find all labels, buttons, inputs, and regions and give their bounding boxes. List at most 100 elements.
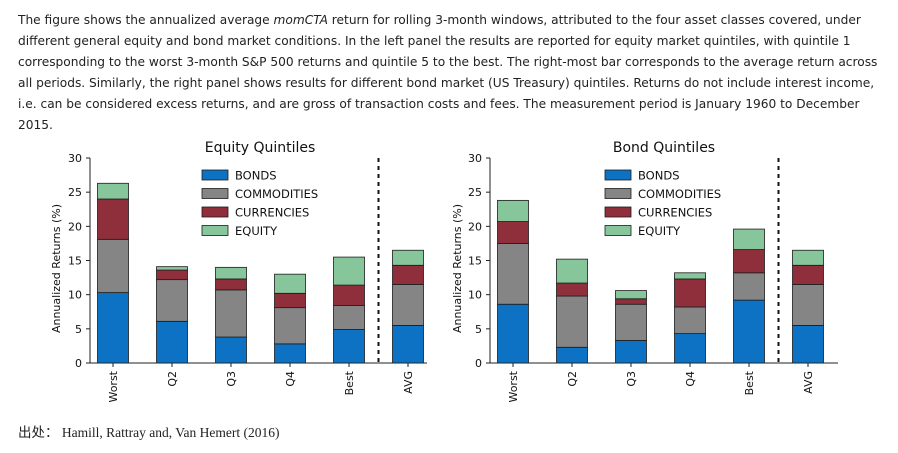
p1-bar-q3-commodities <box>215 289 247 338</box>
p2-bar-best-commodities <box>733 272 765 301</box>
caption-part-2: return for rolling 3-month windows, attr… <box>18 13 878 132</box>
p2-x-tick-label: Worst <box>507 370 520 402</box>
p1-legend-label-bonds: BONDS <box>235 169 277 183</box>
p1-x-tick-label: Best <box>343 370 356 395</box>
p1-y-tick-label: 5 <box>75 323 82 336</box>
p2-bar-q3-currencies <box>615 298 647 305</box>
p1-bar-q3-bonds <box>215 336 247 364</box>
p2-bar-best-bonds <box>733 299 765 364</box>
p1-bar-q4-equity <box>274 273 306 294</box>
p2-bar-q3-commodities <box>615 303 647 341</box>
p2-legend-label-bonds: BONDS <box>638 169 680 183</box>
source-citation: 出处： Hamill, Rattray and, Van Hemert (201… <box>18 425 280 440</box>
p2-y-tick-label: 25 <box>468 186 482 199</box>
p2-legend-label-currencies: CURRENCIES <box>638 206 712 220</box>
p1-y-tick-label: 15 <box>68 255 82 268</box>
p2-legend-label-commodities: COMMODITIES <box>638 187 721 201</box>
p2-y-tick-label: 0 <box>475 357 482 370</box>
p1-legend-swatch-commodities <box>201 188 229 199</box>
p1-y-tick-label: 0 <box>75 357 82 370</box>
p1-y-tick-label: 10 <box>68 289 82 302</box>
p2-legend-swatch-currencies <box>604 206 632 218</box>
p1-bar-q3-currencies <box>215 278 247 291</box>
p1-x-tick-label: Q2 <box>166 371 179 387</box>
p2-bar-worst-currencies <box>497 221 529 244</box>
p2-bar-q4-commodities <box>674 306 706 335</box>
p2-bar-q4-bonds <box>674 333 706 364</box>
p2-x-tick-label: Best <box>743 370 756 395</box>
p1-bar-worst-currencies <box>97 198 129 240</box>
p1-y-tick-label: 30 <box>68 152 82 165</box>
p1-y-tick-label: 20 <box>68 220 82 233</box>
p2-bar-q4-equity <box>674 272 706 280</box>
p1-bar-q2-bonds <box>156 320 188 364</box>
p1-bar-q4-currencies <box>274 292 306 309</box>
p2-y-tick-label: 30 <box>468 152 482 165</box>
p1-bar-q2-currencies <box>156 269 188 281</box>
p1-legend-label-commodities: COMMODITIES <box>235 187 318 201</box>
p2-legend-swatch-bonds <box>604 169 632 181</box>
p2-bar-avg-bonds <box>792 325 824 364</box>
p1-legend-swatch-equity <box>201 225 229 236</box>
p2-legend-label-equity: EQUITY <box>638 224 681 238</box>
p2-legend-swatch-commodities <box>604 188 632 199</box>
p2-bar-q2-commodities <box>556 295 588 348</box>
p1-bar-q4-commodities <box>274 307 306 345</box>
p1-bar-best-bonds <box>333 329 365 364</box>
p2-bar-worst-equity <box>497 199 529 222</box>
p2-chart-title: Bond Quintiles <box>613 140 715 156</box>
p2-x-tick-label: Q4 <box>684 371 697 387</box>
p1-legend-swatch-bonds <box>201 169 229 181</box>
p2-bar-worst-commodities <box>497 243 529 305</box>
p1-x-tick-label: Worst <box>107 370 120 402</box>
p1-bar-best-equity <box>333 256 365 286</box>
p1-bar-best-currencies <box>333 284 365 307</box>
p1-bar-q2-commodities <box>156 279 188 322</box>
p1-legend-label-currencies: CURRENCIES <box>235 206 309 220</box>
p1-bar-avg-currencies <box>392 264 424 285</box>
p2-x-tick-label: Q2 <box>566 371 579 387</box>
p2-bar-best-currencies <box>733 249 765 274</box>
p1-x-tick-label: Q3 <box>225 371 238 387</box>
p2-bar-worst-bonds <box>497 303 529 364</box>
p2-bar-q4-currencies <box>674 278 706 308</box>
p2-bar-q3-equity <box>615 290 647 300</box>
p2-x-tick-label: Q3 <box>625 371 638 387</box>
p2-y-tick-label: 20 <box>468 220 482 233</box>
p1-y-tick-label: 25 <box>68 186 82 199</box>
figure-caption: The figure shows the annualized average … <box>18 10 886 136</box>
p2-bar-q2-bonds <box>556 346 588 364</box>
p2-bar-avg-commodities <box>792 284 824 326</box>
p1-bar-worst-commodities <box>97 238 129 294</box>
p2-bar-q2-currencies <box>556 282 588 297</box>
p1-bar-q2-equity <box>156 266 188 271</box>
p1-bar-q3-equity <box>215 266 247 280</box>
p1-bar-avg-bonds <box>392 325 424 364</box>
p1-y-axis-label: Annualized Returns (%) <box>50 204 63 333</box>
p1-bar-avg-equity <box>392 249 424 266</box>
p1-legend-label-equity: EQUITY <box>235 224 278 238</box>
p2-bar-best-equity <box>733 228 765 250</box>
p2-bar-avg-equity <box>792 249 824 266</box>
p2-y-tick-label: 5 <box>475 323 482 336</box>
p2-bar-q2-equity <box>556 258 588 284</box>
caption-part-1: The figure shows the annualized average <box>18 13 274 27</box>
p1-bar-q4-bonds <box>274 343 306 364</box>
p2-y-tick-label: 10 <box>468 289 482 302</box>
p2-legend-swatch-equity <box>604 225 632 236</box>
p2-y-tick-label: 15 <box>468 255 482 268</box>
p1-x-tick-label: Q4 <box>284 371 297 387</box>
p2-x-tick-label: AVG <box>802 371 815 394</box>
p1-chart-title: Equity Quintiles <box>205 140 316 156</box>
p1-bar-best-commodities <box>333 305 365 330</box>
p1-bar-worst-equity <box>97 182 129 200</box>
p2-y-axis-label: Annualized Returns (%) <box>451 204 464 333</box>
caption-emphasis: momCTA <box>273 13 328 27</box>
p1-bar-worst-bonds <box>97 292 129 364</box>
p1-legend-swatch-currencies <box>201 206 229 218</box>
p2-bar-q3-bonds <box>615 340 647 364</box>
p2-bar-avg-currencies <box>792 264 824 285</box>
p1-x-tick-label: AVG <box>402 371 415 394</box>
p1-bar-avg-commodities <box>392 284 424 326</box>
